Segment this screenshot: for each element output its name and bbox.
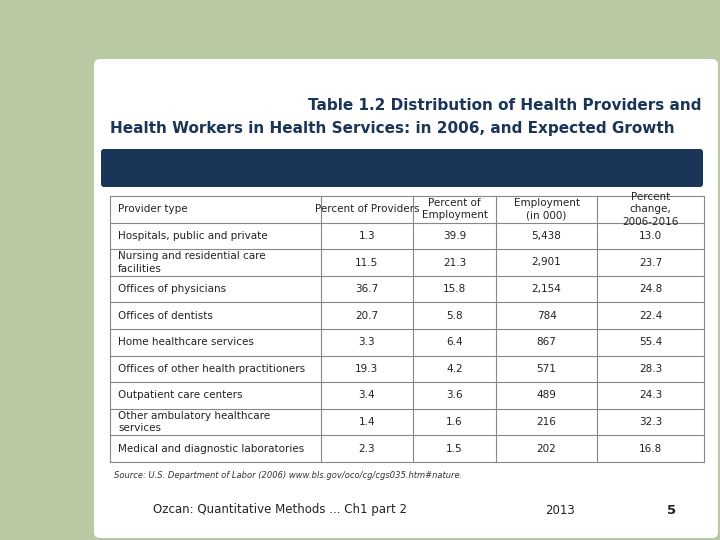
Text: 3.3: 3.3 <box>359 338 375 347</box>
Text: Percent
change,
2006-2016: Percent change, 2006-2016 <box>622 192 679 227</box>
Text: 32.3: 32.3 <box>639 417 662 427</box>
Text: 16.8: 16.8 <box>639 444 662 454</box>
Text: Table 1.2 Distribution of Health Providers and: Table 1.2 Distribution of Health Provide… <box>308 98 702 112</box>
Text: 11.5: 11.5 <box>355 258 379 267</box>
FancyBboxPatch shape <box>101 149 703 187</box>
Text: 489: 489 <box>536 390 557 401</box>
Text: 571: 571 <box>536 364 557 374</box>
Text: 6.4: 6.4 <box>446 338 463 347</box>
FancyBboxPatch shape <box>94 59 718 538</box>
Text: Other ambulatory healthcare
services: Other ambulatory healthcare services <box>118 411 270 433</box>
Text: 39.9: 39.9 <box>443 231 466 241</box>
Text: 55.4: 55.4 <box>639 338 662 347</box>
Text: 784: 784 <box>536 310 557 321</box>
Text: 13.0: 13.0 <box>639 231 662 241</box>
Text: 3.4: 3.4 <box>359 390 375 401</box>
Text: 22.4: 22.4 <box>639 310 662 321</box>
Text: 24.8: 24.8 <box>639 284 662 294</box>
Text: 23.7: 23.7 <box>639 258 662 267</box>
Text: 2013: 2013 <box>545 503 575 516</box>
Text: 21.3: 21.3 <box>443 258 466 267</box>
Text: 5,438: 5,438 <box>531 231 562 241</box>
Text: 15.8: 15.8 <box>443 284 466 294</box>
Text: 2.3: 2.3 <box>359 444 375 454</box>
Text: Source: U.S. Department of Labor (2006) www.bls.gov/oco/cg/cgs035.htm#nature.: Source: U.S. Department of Labor (2006) … <box>114 471 462 481</box>
Text: 1.4: 1.4 <box>359 417 375 427</box>
Text: Hospitals, public and private: Hospitals, public and private <box>118 231 268 241</box>
Text: Employment
(in 000): Employment (in 000) <box>513 198 580 220</box>
Text: 4.2: 4.2 <box>446 364 463 374</box>
Text: Provider type: Provider type <box>118 204 188 214</box>
Text: Percent of
Employment: Percent of Employment <box>421 198 487 220</box>
Text: 1.5: 1.5 <box>446 444 463 454</box>
Text: Offices of physicians: Offices of physicians <box>118 284 226 294</box>
Text: Offices of dentists: Offices of dentists <box>118 310 213 321</box>
Text: 1.6: 1.6 <box>446 417 463 427</box>
Text: 24.3: 24.3 <box>639 390 662 401</box>
Text: 36.7: 36.7 <box>355 284 379 294</box>
Bar <box>106 65 712 532</box>
Text: Percent of Providers: Percent of Providers <box>315 204 419 214</box>
Text: Medical and diagnostic laboratories: Medical and diagnostic laboratories <box>118 444 305 454</box>
Text: 3.6: 3.6 <box>446 390 463 401</box>
Text: 2,901: 2,901 <box>531 258 562 267</box>
Text: Home healthcare services: Home healthcare services <box>118 338 254 347</box>
Text: 28.3: 28.3 <box>639 364 662 374</box>
Text: 20.7: 20.7 <box>356 310 379 321</box>
Text: Ozcan: Quantitative Methods ... Ch1 part 2: Ozcan: Quantitative Methods ... Ch1 part… <box>153 503 407 516</box>
Text: Outpatient care centers: Outpatient care centers <box>118 390 243 401</box>
Text: 19.3: 19.3 <box>355 364 379 374</box>
Text: Health Workers in Health Services: in 2006, and Expected Growth: Health Workers in Health Services: in 20… <box>110 120 675 136</box>
Text: Nursing and residential care
facilities: Nursing and residential care facilities <box>118 251 266 274</box>
Text: 5: 5 <box>667 503 677 516</box>
Text: 202: 202 <box>536 444 557 454</box>
Text: 1.3: 1.3 <box>359 231 375 241</box>
Text: 5.8: 5.8 <box>446 310 463 321</box>
Text: 2,154: 2,154 <box>531 284 562 294</box>
Text: 216: 216 <box>536 417 557 427</box>
Text: 867: 867 <box>536 338 557 347</box>
Text: Offices of other health practitioners: Offices of other health practitioners <box>118 364 305 374</box>
